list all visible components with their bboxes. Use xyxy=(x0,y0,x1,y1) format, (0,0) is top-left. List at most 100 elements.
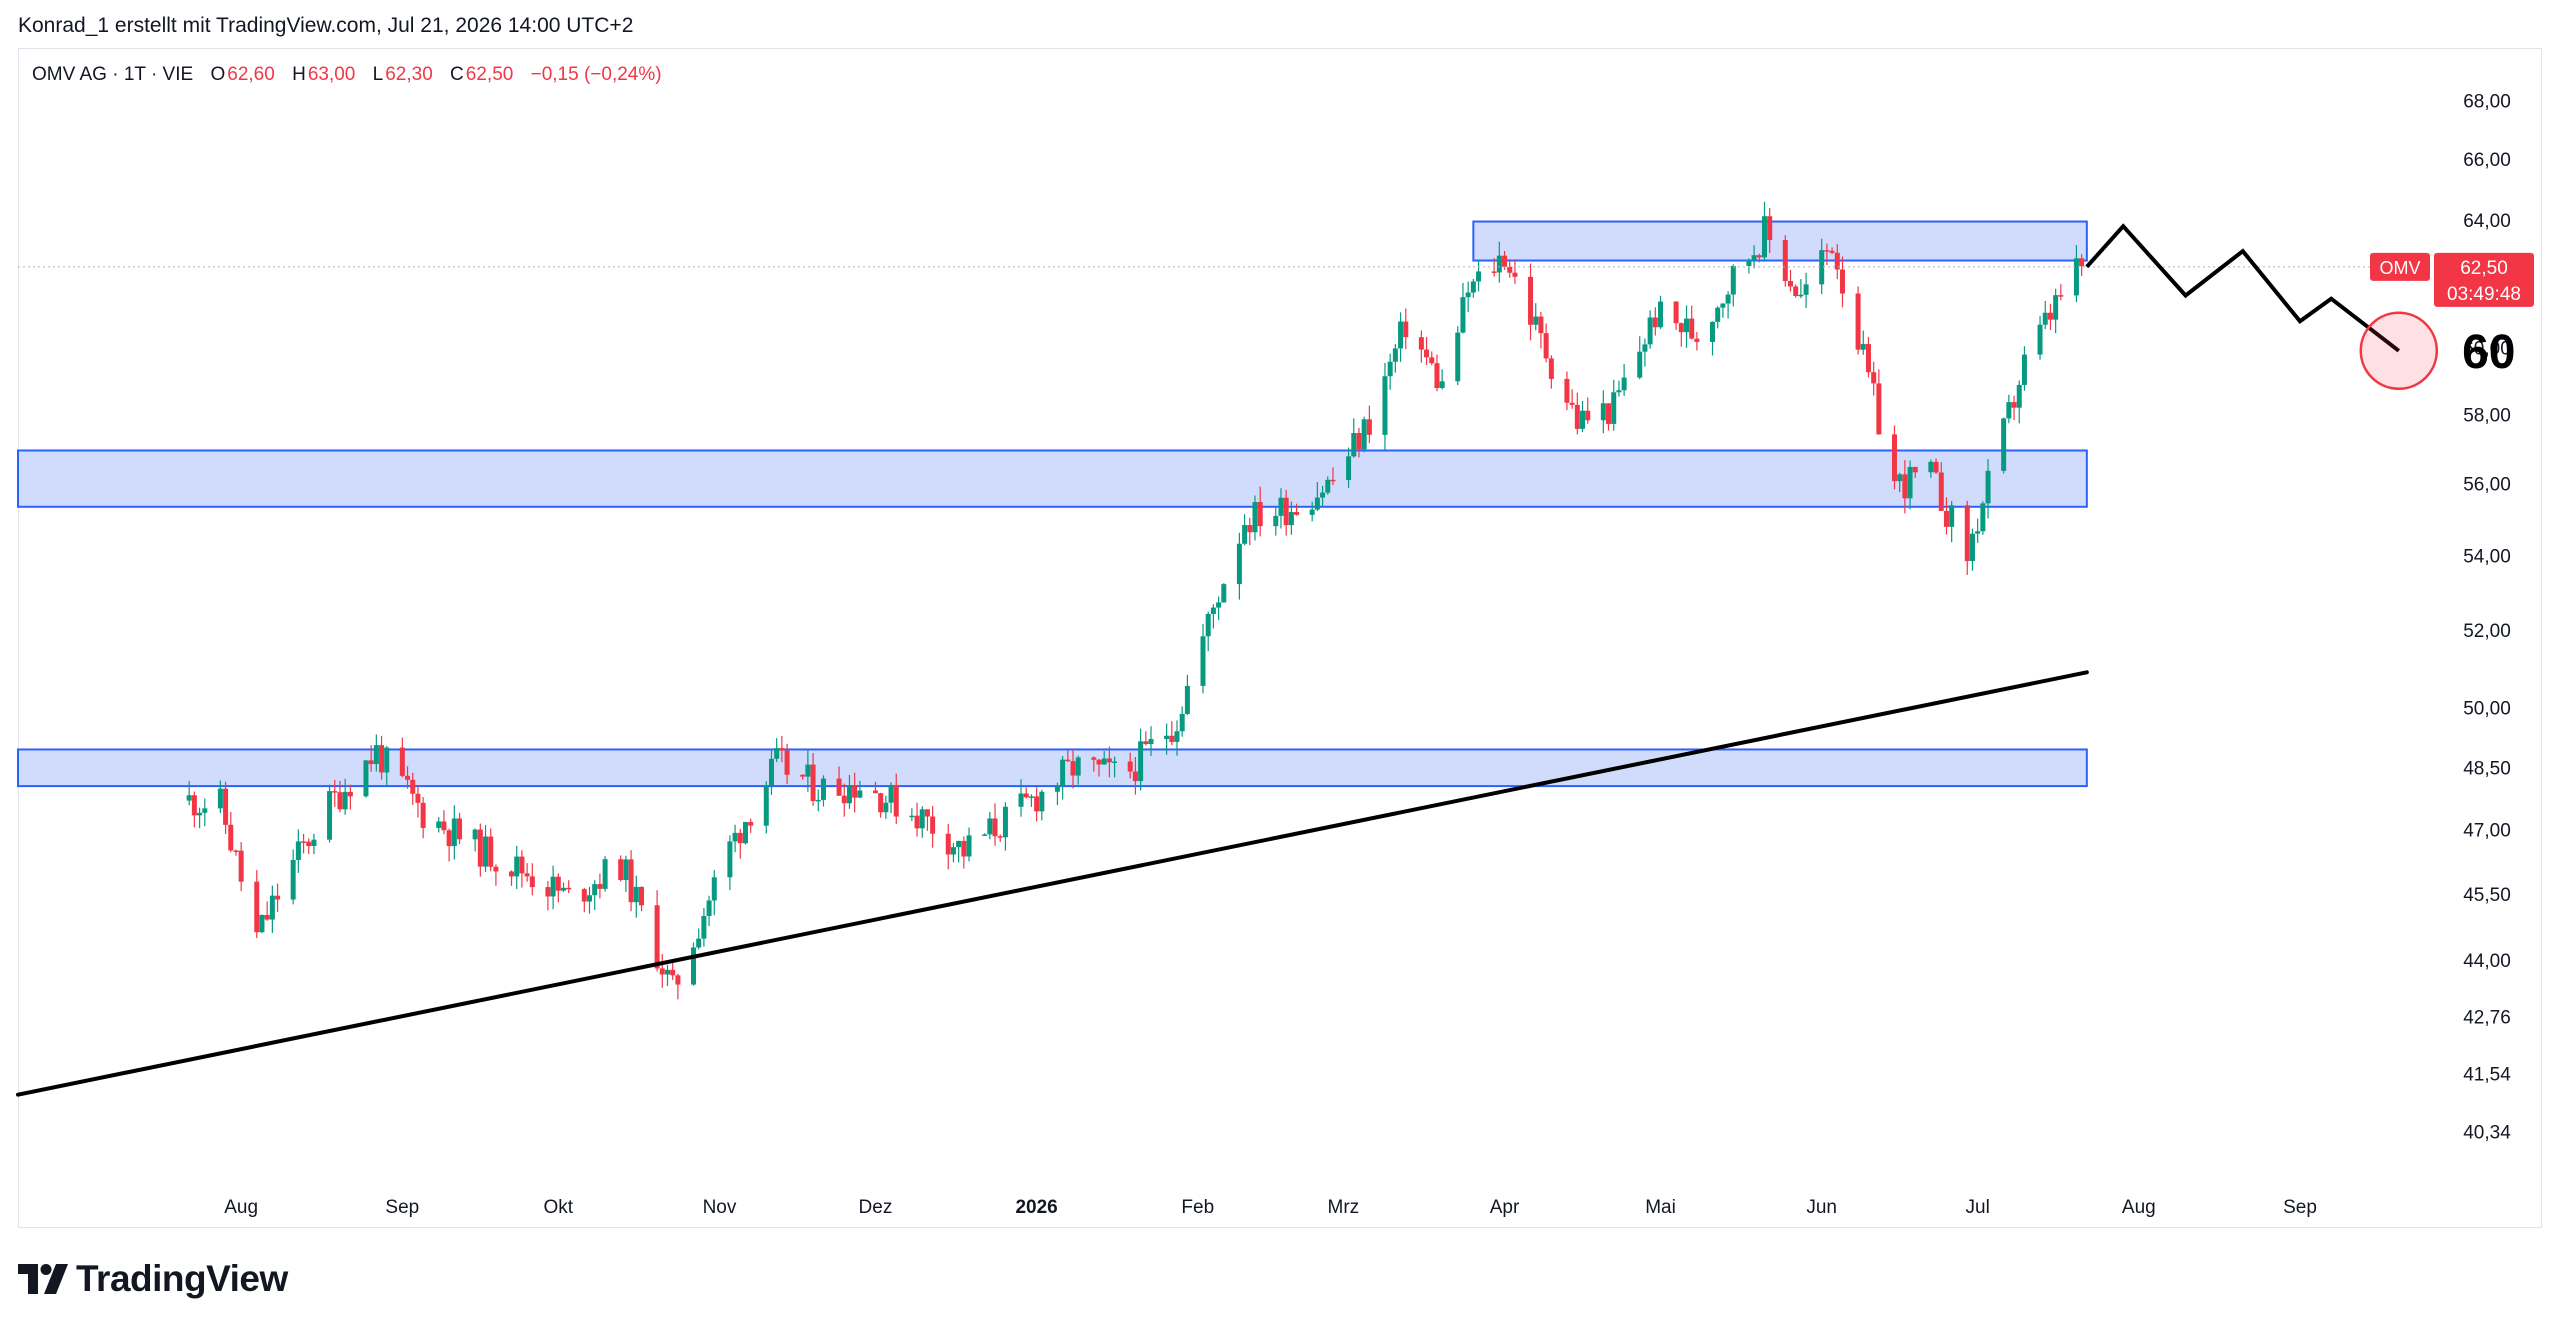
candle-body-162 xyxy=(1361,419,1367,450)
candle-body-188 xyxy=(1548,358,1554,379)
y-tick-label-5: 58,00 xyxy=(2463,405,2511,426)
candle-body-78 xyxy=(748,821,754,826)
projection-path xyxy=(2085,223,2401,353)
candle-body-203 xyxy=(1658,301,1664,328)
candle-body-34 xyxy=(436,821,442,828)
candle-body-157 xyxy=(1325,479,1331,493)
close-value: 62,50 xyxy=(465,64,514,85)
candle-body-107 xyxy=(961,840,967,857)
candle-body-108 xyxy=(966,835,972,857)
candle-body-4 xyxy=(217,788,223,809)
x-tick-label-8: Apr xyxy=(1490,1197,1520,1218)
candle-body-165 xyxy=(1387,361,1393,377)
candle-body-187 xyxy=(1543,333,1549,359)
candle-body-64 xyxy=(654,905,660,969)
candle-body-174 xyxy=(1455,332,1461,382)
candle-body-198 xyxy=(1621,377,1627,391)
candle-body-210 xyxy=(1715,307,1721,322)
tradingview-logo-icon xyxy=(18,1264,68,1294)
candle-body-237 xyxy=(1907,466,1913,499)
candle-body-158 xyxy=(1330,479,1336,482)
candle-body-82 xyxy=(779,748,785,751)
candle-body-25 xyxy=(368,760,374,765)
candle-body-53 xyxy=(566,887,572,890)
candle-body-226 xyxy=(1829,250,1835,253)
candle-body-181 xyxy=(1502,255,1508,267)
x-tick-label-12: Aug xyxy=(2122,1197,2156,1218)
candle-body-6 xyxy=(228,824,234,851)
candle-body-8 xyxy=(238,850,244,882)
candle-body-151 xyxy=(1283,497,1289,526)
candle-body-77 xyxy=(742,821,748,844)
candle-body-43 xyxy=(493,866,499,872)
candle-body-42 xyxy=(488,836,494,867)
tradingview-logo[interactable]: TradingView xyxy=(18,1258,288,1300)
candle-body-100 xyxy=(914,815,920,829)
candle-body-205 xyxy=(1678,323,1684,333)
candle-body-50 xyxy=(550,876,556,897)
candle-body-145 xyxy=(1242,525,1248,544)
open-value: 62,60 xyxy=(227,64,275,85)
candle-body-93 xyxy=(857,790,863,798)
candle-body-35 xyxy=(441,821,447,831)
x-tick-label-10: Jun xyxy=(1806,1197,1837,1218)
candle-body-220 xyxy=(1787,280,1793,287)
x-tick-label-3: Nov xyxy=(703,1197,737,1218)
symbol-badge xyxy=(2370,252,2430,281)
candle-body-73 xyxy=(711,877,717,901)
candle-body-234 xyxy=(1891,434,1897,482)
candle-body-232 xyxy=(1871,372,1877,384)
candle-body-206 xyxy=(1684,318,1690,333)
tradingview-logo-text: TradingView xyxy=(76,1258,288,1299)
candle-body-247 xyxy=(1980,503,1986,532)
candle-body-219 xyxy=(1782,240,1788,281)
y-tick-label-13: 44,00 xyxy=(2463,951,2511,972)
symbol-label[interactable]: OMV AG · 1T · VIE xyxy=(32,64,194,85)
candle-body-90 xyxy=(841,795,847,804)
candle-body-70 xyxy=(696,938,702,948)
x-tick-label-7: Mrz xyxy=(1328,1197,1360,1218)
candle-body-141 xyxy=(1210,607,1216,614)
y-tick-label-1: 66,00 xyxy=(2463,150,2511,171)
candle-body-199 xyxy=(1637,351,1643,378)
candle-body-12 xyxy=(269,895,275,920)
candle-body-156 xyxy=(1320,492,1326,498)
candle-body-91 xyxy=(846,785,852,804)
candle-body-223 xyxy=(1803,284,1809,295)
candle-body-241 xyxy=(1938,472,1944,511)
candle-body-133 xyxy=(1148,739,1154,745)
x-tick-label-4: Dez xyxy=(859,1197,893,1218)
candle-body-52 xyxy=(561,887,567,891)
candle-body-209 xyxy=(1710,321,1716,342)
candle-body-178 xyxy=(1476,271,1482,282)
candle-body-1 xyxy=(191,795,197,816)
candle-body-256 xyxy=(2047,312,2053,320)
candle-body-74 xyxy=(727,841,733,878)
candle-body-45 xyxy=(514,856,520,877)
y-tick-label-6: 56,00 xyxy=(2463,475,2511,496)
y-tick-label-12: 45,50 xyxy=(2463,885,2511,906)
candle-body-47 xyxy=(524,873,530,877)
candle-body-245 xyxy=(1969,533,1975,562)
candle-body-243 xyxy=(1949,505,1955,527)
candle-body-207 xyxy=(1689,318,1695,339)
candle-body-95 xyxy=(878,793,884,813)
candle-body-169 xyxy=(1418,337,1424,350)
open-label: O xyxy=(210,64,226,85)
candle-body-87 xyxy=(815,799,821,802)
candle-body-184 xyxy=(1528,276,1534,325)
candle-body-182 xyxy=(1507,266,1513,273)
candle-body-230 xyxy=(1860,344,1866,350)
candle-body-36 xyxy=(446,830,452,847)
candle-body-105 xyxy=(950,847,956,855)
candle-body-46 xyxy=(519,856,525,874)
candle-body-176 xyxy=(1465,292,1471,298)
candle-body-229 xyxy=(1855,293,1861,350)
candle-body-204 xyxy=(1673,301,1679,324)
candle-body-202 xyxy=(1652,317,1658,328)
candle-body-201 xyxy=(1647,317,1653,345)
y-tick-label-11: 47,00 xyxy=(2463,821,2511,842)
candle-body-124 xyxy=(1091,757,1097,760)
candle-body-143 xyxy=(1221,584,1227,603)
